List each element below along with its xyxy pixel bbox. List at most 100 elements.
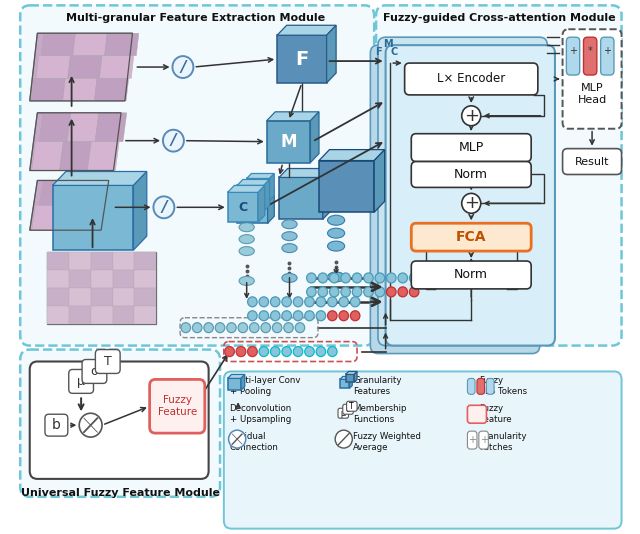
Circle shape (225, 347, 234, 357)
Bar (228, 379, 241, 390)
FancyBboxPatch shape (45, 414, 68, 436)
Bar (91, 252, 113, 270)
Text: L× Encoder: L× Encoder (437, 73, 506, 85)
Polygon shape (310, 112, 319, 162)
Text: Norm: Norm (454, 269, 488, 281)
Polygon shape (60, 142, 92, 170)
Circle shape (339, 311, 349, 321)
Text: Residual
Connection: Residual Connection (230, 432, 278, 452)
Bar (113, 306, 134, 324)
FancyBboxPatch shape (29, 362, 209, 479)
Ellipse shape (239, 247, 254, 256)
Polygon shape (29, 180, 109, 230)
Circle shape (307, 273, 316, 283)
Text: /: / (161, 200, 166, 215)
FancyBboxPatch shape (412, 162, 531, 187)
Bar (68, 306, 91, 324)
Bar (134, 288, 156, 306)
Text: C: C (238, 201, 248, 214)
Bar (340, 380, 349, 388)
Text: +: + (464, 194, 479, 213)
Text: F: F (295, 50, 308, 68)
Circle shape (271, 347, 280, 357)
Text: MLP: MLP (459, 141, 484, 154)
FancyBboxPatch shape (477, 379, 484, 394)
Circle shape (261, 323, 271, 333)
Bar (228, 192, 258, 222)
Text: μ: μ (340, 409, 345, 418)
FancyBboxPatch shape (563, 148, 621, 175)
Text: σ: σ (90, 365, 99, 378)
Polygon shape (326, 25, 336, 83)
Bar (47, 288, 68, 306)
Bar (91, 288, 113, 306)
Bar (47, 270, 68, 288)
Ellipse shape (239, 223, 254, 232)
Circle shape (316, 311, 326, 321)
Polygon shape (241, 374, 244, 390)
Text: M: M (383, 39, 392, 49)
Circle shape (341, 273, 350, 283)
Circle shape (248, 347, 257, 357)
Circle shape (350, 297, 360, 307)
Bar (113, 270, 134, 288)
Circle shape (341, 287, 350, 297)
Circle shape (305, 297, 314, 307)
Bar (68, 252, 91, 270)
Circle shape (215, 323, 225, 333)
Bar (47, 306, 68, 324)
Text: T: T (104, 355, 111, 368)
Polygon shape (258, 185, 265, 222)
Circle shape (330, 287, 339, 297)
Circle shape (387, 287, 396, 297)
Circle shape (181, 323, 191, 333)
FancyBboxPatch shape (566, 37, 580, 75)
Polygon shape (267, 112, 319, 121)
FancyBboxPatch shape (150, 380, 205, 433)
Circle shape (318, 287, 328, 297)
Text: Granularity
Patches: Granularity Patches (479, 432, 527, 452)
Bar (68, 270, 91, 288)
Polygon shape (340, 376, 352, 380)
Circle shape (236, 347, 246, 357)
Bar (346, 374, 354, 382)
Text: /: / (180, 60, 186, 75)
Text: /: / (171, 133, 176, 148)
Text: +: + (468, 435, 476, 445)
Polygon shape (63, 78, 97, 101)
Polygon shape (269, 174, 275, 200)
Polygon shape (31, 205, 71, 230)
Polygon shape (95, 113, 127, 142)
Polygon shape (237, 186, 275, 193)
Text: Fuzzy
CLS Tokens: Fuzzy CLS Tokens (479, 376, 527, 396)
Circle shape (284, 323, 293, 333)
Circle shape (328, 311, 337, 321)
Circle shape (350, 311, 360, 321)
Polygon shape (374, 150, 385, 213)
Circle shape (364, 287, 373, 297)
Circle shape (293, 311, 303, 321)
Text: F: F (375, 47, 381, 57)
Bar (68, 288, 91, 306)
Text: Membership
Functions: Membership Functions (353, 404, 407, 425)
Circle shape (282, 347, 291, 357)
Circle shape (282, 311, 291, 321)
Polygon shape (73, 33, 107, 56)
Polygon shape (29, 33, 132, 101)
Circle shape (328, 297, 337, 307)
Polygon shape (88, 142, 119, 170)
Text: Granularity
Features: Granularity Features (353, 376, 402, 396)
Text: σ: σ (345, 405, 350, 414)
Polygon shape (246, 174, 275, 178)
Text: MLP
Head: MLP Head (577, 83, 607, 105)
Text: Fuzzy-guided Cross-attention Module: Fuzzy-guided Cross-attention Module (383, 13, 615, 23)
Circle shape (364, 273, 373, 283)
Text: T: T (349, 402, 354, 411)
Polygon shape (104, 33, 139, 56)
Bar (279, 177, 323, 219)
Circle shape (172, 56, 193, 78)
Polygon shape (75, 180, 115, 205)
Bar (47, 252, 68, 270)
Circle shape (163, 130, 184, 152)
Ellipse shape (282, 273, 297, 282)
